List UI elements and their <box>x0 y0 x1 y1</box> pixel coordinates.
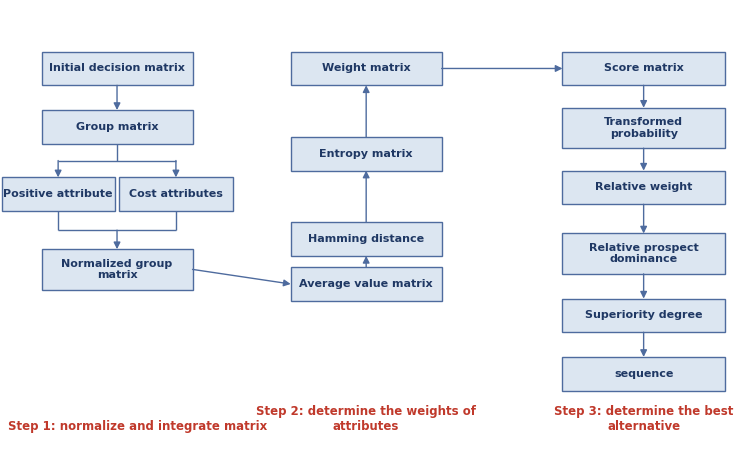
Text: Group matrix: Group matrix <box>76 122 159 132</box>
FancyBboxPatch shape <box>562 108 725 148</box>
Text: Relative weight: Relative weight <box>595 182 692 193</box>
FancyBboxPatch shape <box>291 52 442 85</box>
Text: Hamming distance: Hamming distance <box>308 234 424 244</box>
Text: Step 1: normalize and integrate matrix: Step 1: normalize and integrate matrix <box>8 420 267 433</box>
Text: Positive attribute: Positive attribute <box>3 189 113 199</box>
Text: sequence: sequence <box>614 369 673 379</box>
Text: Score matrix: Score matrix <box>604 63 683 74</box>
FancyBboxPatch shape <box>119 177 233 211</box>
Text: Relative prospect
dominance: Relative prospect dominance <box>589 243 698 264</box>
FancyBboxPatch shape <box>562 299 725 332</box>
FancyBboxPatch shape <box>562 171 725 204</box>
FancyBboxPatch shape <box>291 137 442 171</box>
FancyBboxPatch shape <box>42 249 193 290</box>
Text: Weight matrix: Weight matrix <box>322 63 411 74</box>
FancyBboxPatch shape <box>562 357 725 391</box>
FancyBboxPatch shape <box>562 233 725 274</box>
FancyBboxPatch shape <box>291 222 442 256</box>
Text: Entropy matrix: Entropy matrix <box>319 149 413 159</box>
FancyBboxPatch shape <box>562 52 725 85</box>
Text: Normalized group
matrix: Normalized group matrix <box>61 259 173 280</box>
FancyBboxPatch shape <box>42 52 193 85</box>
FancyBboxPatch shape <box>291 267 442 301</box>
FancyBboxPatch shape <box>2 177 115 211</box>
Text: Initial decision matrix: Initial decision matrix <box>49 63 185 74</box>
FancyBboxPatch shape <box>42 110 193 144</box>
Text: Transformed
probability: Transformed probability <box>604 117 683 139</box>
Text: Step 3: determine the best
alternative: Step 3: determine the best alternative <box>554 405 734 433</box>
Text: Cost attributes: Cost attributes <box>129 189 223 199</box>
Text: Step 2: determine the weights of
attributes: Step 2: determine the weights of attribu… <box>256 405 476 433</box>
Text: Average value matrix: Average value matrix <box>300 279 433 289</box>
Text: Superiority degree: Superiority degree <box>585 310 702 321</box>
